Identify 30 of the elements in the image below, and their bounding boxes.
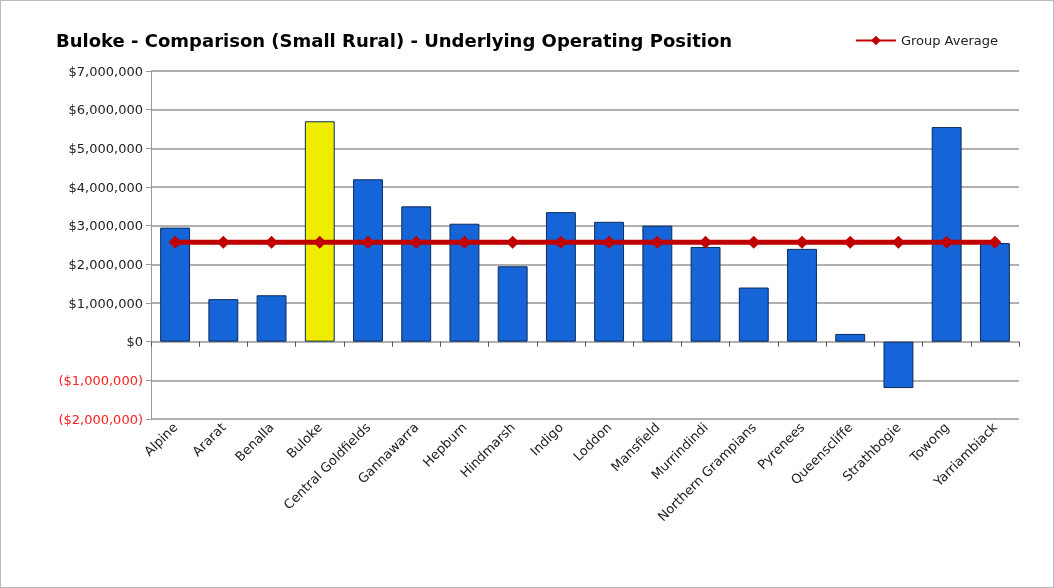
bar	[787, 248, 817, 342]
bar	[256, 295, 287, 342]
bar	[835, 333, 866, 342]
chart-title: Buloke - Comparison (Small Rural) - Underlying Operating Position	[56, 29, 733, 51]
y-tick-label: $4,000,000	[68, 179, 143, 195]
y-tick-label: $3,000,000	[68, 218, 143, 234]
bar	[883, 341, 914, 389]
y-tick-label: ($2,000,000)	[58, 411, 143, 427]
y-tick-label: ($1,000,000)	[58, 372, 143, 388]
bar	[738, 287, 769, 342]
bar	[642, 225, 673, 342]
y-tick-label: $0	[126, 334, 143, 350]
y-tick-label: $1,000,000	[68, 295, 143, 311]
bar	[208, 299, 239, 342]
bar	[979, 243, 1010, 342]
bar	[401, 206, 432, 342]
bar	[594, 221, 625, 342]
y-tick-label: $7,000,000	[68, 63, 143, 79]
bar	[304, 121, 335, 342]
y-tick-label: $5,000,000	[68, 140, 143, 156]
y-tick-label: $2,000,000	[68, 256, 143, 272]
bar	[160, 227, 191, 342]
bar	[449, 223, 480, 342]
y-tick-label: $6,000,000	[68, 102, 143, 118]
bar	[497, 266, 528, 342]
legend-label: Group Average	[900, 33, 998, 48]
bar	[690, 246, 721, 342]
bar	[545, 212, 576, 342]
bar	[353, 179, 383, 342]
bar	[931, 127, 962, 342]
